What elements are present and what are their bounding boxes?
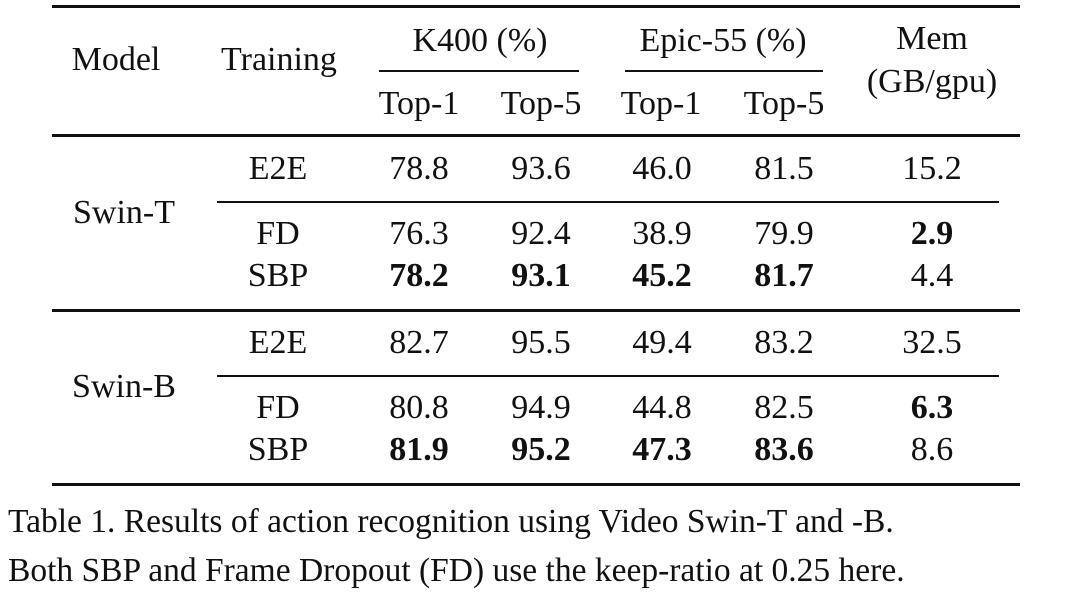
k400-top5-cell: 94.9 (511, 389, 571, 426)
k400-top5-cell: 93.6 (511, 150, 571, 187)
epic-top5-cell: 83.2 (754, 324, 814, 361)
epic-top1-cell: 46.0 (632, 150, 692, 187)
epic-top5-cell: 79.9 (754, 215, 814, 252)
training-cell: E2E (248, 324, 308, 361)
mem-cell: 32.5 (902, 324, 962, 361)
k400-group-rule (379, 70, 579, 72)
epic-top1-cell: 38.9 (632, 215, 692, 252)
epic-top1-cell: 49.4 (632, 324, 692, 361)
epic-top5-cell: 81.5 (754, 150, 814, 187)
mem-cell: 4.4 (910, 257, 954, 294)
k400-top1-cell: 78.8 (389, 150, 449, 187)
table-caption-line1: Table 1. Results of action recognition u… (8, 503, 894, 540)
header-mem-line1: Mem (896, 20, 968, 57)
table-caption-line2: Both SBP and Frame Dropout (FD) use the … (8, 552, 905, 589)
epic-top1-cell: 45.2 (632, 257, 692, 294)
k400-top5-cell: 93.1 (511, 257, 571, 294)
header-model: Model (71, 41, 161, 78)
epic-top5-cell: 82.5 (754, 389, 814, 426)
k400-top1-cell: 76.3 (389, 215, 449, 252)
mem-cell: 2.9 (910, 215, 954, 252)
epic-group-rule (625, 70, 823, 72)
epic-top1-cell: 47.3 (632, 431, 692, 468)
header-epic-top1: Top-1 (620, 85, 702, 122)
epic-top5-cell: 83.6 (754, 431, 814, 468)
header-k400-top5: Top-5 (500, 85, 582, 122)
top-rule (52, 5, 1020, 8)
header-mem-line2: (GB/gpu) (866, 63, 998, 100)
header-k400: K400 (%) (412, 22, 548, 59)
mem-cell: 6.3 (910, 389, 954, 426)
k400-top1-cell: 82.7 (389, 324, 449, 361)
model-swin-b: Swin-B (72, 368, 176, 405)
header-epic: Epic-55 (%) (639, 22, 807, 59)
swin-t-mid-rule (217, 201, 999, 203)
group-separator-rule (52, 309, 1020, 312)
header-training: Training (221, 41, 337, 78)
training-cell: SBP (247, 431, 309, 468)
k400-top5-cell: 92.4 (511, 215, 571, 252)
k400-top1-cell: 78.2 (389, 257, 449, 294)
mem-cell: 15.2 (902, 150, 962, 187)
k400-top1-cell: 80.8 (389, 389, 449, 426)
swin-b-mid-rule (217, 375, 999, 377)
training-cell: E2E (248, 150, 308, 187)
training-cell: SBP (247, 257, 309, 294)
header-bottom-rule (52, 134, 1020, 137)
model-swin-t: Swin-T (73, 194, 175, 231)
k400-top1-cell: 81.9 (389, 431, 449, 468)
mem-cell: 8.6 (910, 431, 954, 468)
epic-top1-cell: 44.8 (632, 389, 692, 426)
k400-top5-cell: 95.2 (511, 431, 571, 468)
training-cell: FD (256, 389, 300, 426)
bottom-rule (52, 483, 1020, 486)
header-epic-top5: Top-5 (743, 85, 825, 122)
training-cell: FD (256, 215, 300, 252)
epic-top5-cell: 81.7 (754, 257, 814, 294)
k400-top5-cell: 95.5 (511, 324, 571, 361)
header-k400-top1: Top-1 (378, 85, 460, 122)
